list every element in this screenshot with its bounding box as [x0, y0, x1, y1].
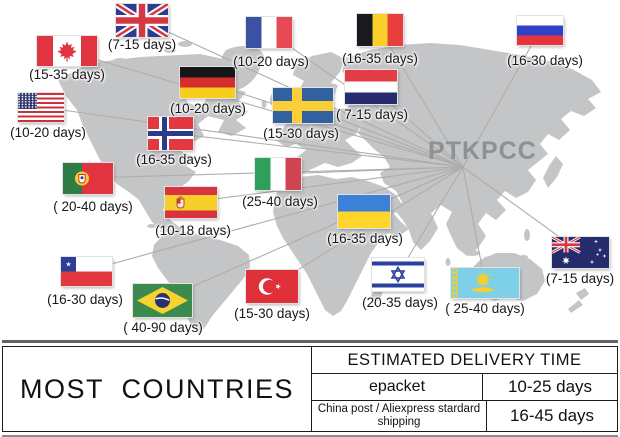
netherlands-flag-icon — [344, 69, 398, 105]
usa-delivery-label: (10-20 days) — [10, 125, 86, 140]
france-flag-icon — [245, 16, 293, 49]
kazakhstan-flag-icon — [450, 267, 520, 299]
shipping-method-cell: China post / Aliexpress stardard shippin… — [312, 401, 487, 431]
norway-flag-icon — [147, 116, 194, 151]
spain-delivery-label: (10-18 days) — [155, 223, 231, 238]
united-kingdom-delivery-label: (7-15 days) — [107, 37, 177, 52]
brazil-delivery-label: ( 40-90 days) — [123, 320, 203, 335]
delivery-time-cell: 10-25 days — [507, 377, 593, 396]
chile-flag-icon — [60, 256, 113, 287]
sweden-flag-icon — [272, 87, 334, 124]
ukraine-flag-icon — [337, 194, 391, 229]
italy-delivery-label: (25-40 days) — [242, 194, 318, 209]
most-countries-title: MOST COUNTRIES — [3, 347, 312, 431]
australia-delivery-label: (7-15 days) — [545, 271, 615, 286]
turkey-delivery-label: (15-30 days) — [234, 306, 310, 321]
portugal-delivery-label: ( 20-40 days) — [53, 199, 133, 214]
ukraine-delivery-label: (16-35 days) — [327, 231, 403, 246]
delivery-table: MOST COUNTRIES ESTIMATED DELIVERY TIME e… — [2, 340, 618, 437]
table-row: China post / Aliexpress stardard shippin… — [312, 401, 617, 431]
chile-delivery-label: (16-30 days) — [47, 292, 123, 307]
route-lines — [40, 19, 581, 301]
canada-delivery-label: (15-35 days) — [29, 67, 105, 82]
sweden-delivery-label: (15-30 days) — [263, 126, 339, 141]
brazil-flag-icon — [132, 283, 193, 318]
russia-delivery-label: (16-30 days) — [507, 53, 583, 68]
france-delivery-label: (10-20 days) — [233, 54, 309, 69]
portugal-flag-icon — [62, 162, 114, 195]
russia-flag-icon — [516, 15, 564, 46]
australia-flag-icon — [551, 236, 610, 269]
estimated-delivery-time-header: ESTIMATED DELIVERY TIME — [312, 347, 617, 374]
spain-flag-icon — [164, 186, 218, 219]
belgium-flag-icon — [356, 13, 404, 47]
usa-flag-icon — [17, 92, 65, 123]
israel-delivery-label: (20-35 days) — [362, 295, 438, 310]
shipping-method-cell: epacket — [312, 374, 483, 400]
germany-delivery-label: (10-20 days) — [170, 101, 246, 116]
netherlands-delivery-label: ( 7-15 days) — [335, 107, 409, 122]
kazakhstan-delivery-label: ( 25-40 days) — [445, 301, 525, 316]
norway-delivery-label: (16-35 days) — [136, 152, 212, 167]
delivery-time-cell: 16-45 days — [509, 406, 595, 425]
world-map — [40, 19, 601, 334]
belgium-delivery-label: (16-35 days) — [342, 51, 418, 66]
germany-flag-icon — [179, 66, 236, 99]
turkey-flag-icon — [245, 269, 299, 304]
italy-flag-icon — [254, 157, 302, 191]
canada-flag-icon — [36, 35, 98, 67]
watermark-text: PTKPCC — [428, 137, 537, 165]
table-row: epacket 10-25 days — [312, 374, 617, 401]
united-kingdom-flag-icon — [115, 3, 169, 38]
israel-flag-icon — [371, 257, 425, 292]
